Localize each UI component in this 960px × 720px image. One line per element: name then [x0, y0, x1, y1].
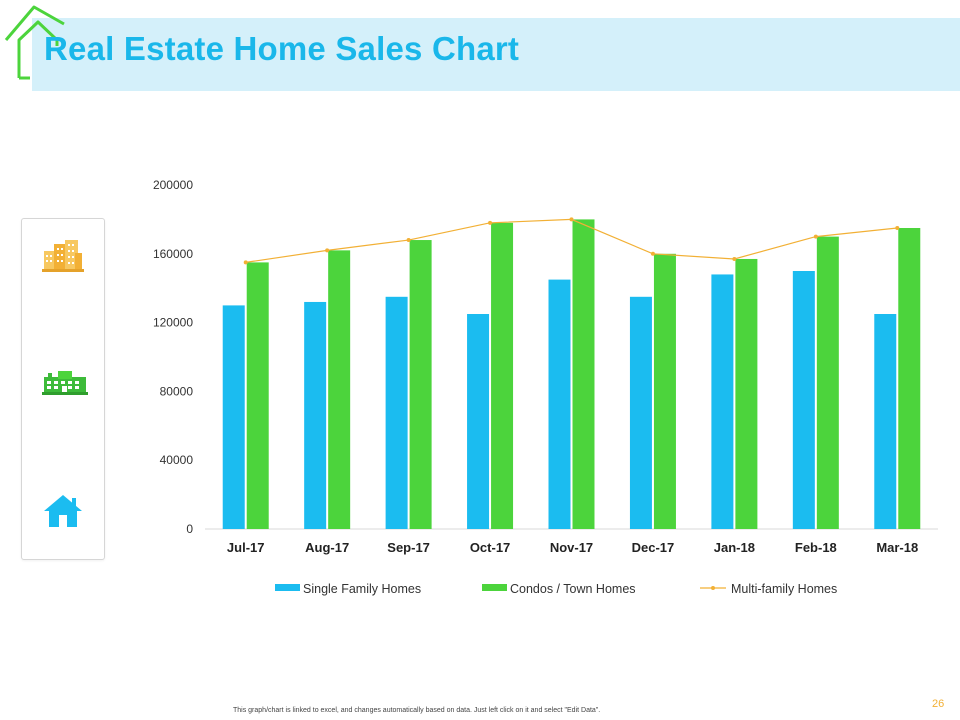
bar-single-family: [304, 301, 327, 529]
bar-single-family: [385, 296, 408, 529]
line-point: [488, 220, 493, 225]
bar-condos: [816, 236, 839, 529]
y-tick-label: 80000: [160, 384, 194, 398]
bar-condos: [898, 228, 921, 529]
line-point: [732, 256, 737, 261]
bar-condos: [409, 240, 432, 530]
bar-condos: [491, 222, 514, 529]
legend-label: Multi-family Homes: [731, 582, 837, 596]
bar-condos: [735, 258, 758, 529]
bar-single-family: [222, 305, 245, 529]
y-tick-label: 160000: [153, 247, 193, 261]
title-band: [32, 18, 960, 91]
bar-single-family: [792, 271, 815, 529]
x-tick-label: Jul-17: [227, 540, 265, 555]
bar-condos: [653, 253, 676, 530]
bar-condos: [328, 250, 351, 530]
y-tick-label: 200000: [153, 178, 193, 192]
apartment-buildings-icon: [42, 240, 84, 272]
bar-condos: [572, 219, 595, 529]
legend-marker: [711, 586, 715, 590]
bar-single-family: [629, 296, 652, 529]
line-point: [569, 217, 574, 222]
legend-swatch: [275, 584, 300, 591]
bar-single-family: [874, 314, 897, 529]
icon-panel: [21, 218, 105, 560]
x-tick-label: Oct-17: [470, 540, 510, 555]
line-point: [813, 234, 818, 239]
x-tick-label: Mar-18: [876, 540, 918, 555]
bar-single-family: [548, 279, 571, 529]
y-tick-label: 40000: [160, 453, 194, 467]
y-tick-label: 120000: [153, 316, 193, 330]
bar-condos: [246, 262, 269, 529]
x-tick-label: Sep-17: [387, 540, 430, 555]
footnote: This graph/chart is linked to excel, and…: [233, 707, 601, 714]
line-point: [895, 226, 900, 230]
legend-label: Single Family Homes: [303, 582, 421, 596]
legend-label: Condos / Town Homes: [510, 582, 636, 596]
x-tick-label: Aug-17: [305, 540, 349, 555]
y-tick-label: 0: [186, 522, 193, 536]
bar-single-family: [467, 314, 490, 529]
page-title: Real Estate Home Sales Chart: [44, 30, 520, 67]
x-tick-label: Feb-18: [795, 540, 837, 555]
page-number: 26: [932, 698, 945, 710]
line-point: [243, 260, 248, 265]
line-point: [406, 238, 411, 243]
house-icon: [44, 495, 82, 527]
x-tick-label: Nov-17: [550, 540, 593, 555]
x-tick-label: Jan-18: [714, 540, 755, 555]
line-point: [325, 248, 330, 253]
bar-single-family: [711, 274, 734, 529]
house-outline-icon: [4, 5, 65, 80]
x-tick-label: Dec-17: [632, 540, 675, 555]
line-point: [650, 251, 655, 256]
legend-swatch: [482, 584, 507, 591]
factory-building-icon: [42, 371, 88, 395]
